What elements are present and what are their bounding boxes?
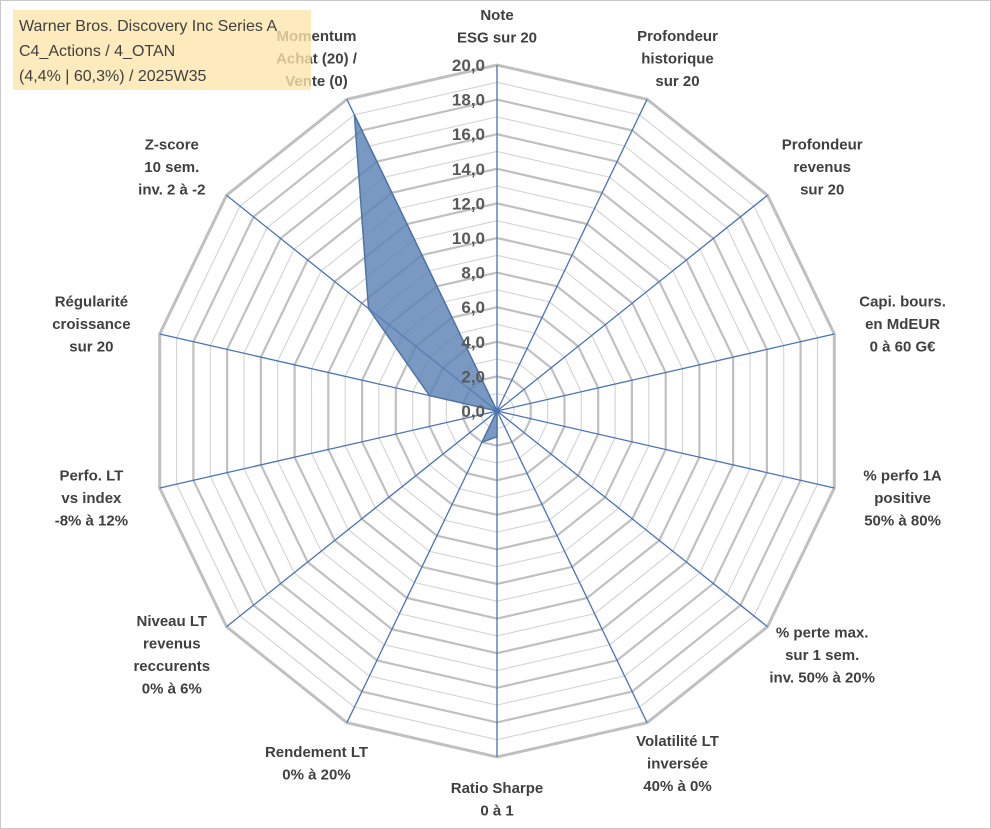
axis-label: Capi. bours. en MdEUR 0 à 60 G€ [859,294,946,356]
axis-label-line: 10 sem. [144,159,199,176]
radar-series [353,114,499,444]
data-point [353,114,356,116]
axis-label: Rendement LT 0% à 20% [265,744,368,784]
axis-label-line: revenus [143,636,201,653]
tick-label: 2,0 [461,367,485,386]
axis-label-line: inv. 2 à -2 [138,182,205,199]
axis-label-line: inversée [647,755,708,772]
axis-label-line: vs index [61,490,122,507]
axis-label-line: sur 1 sem. [785,647,859,664]
data-point [496,410,498,412]
axis-label-line: -8% à 12% [55,513,128,530]
axis-label: Volatilité LT inversée 40% à 0% [636,733,719,795]
axis-label-line: ESG sur 20 [457,30,537,47]
axis-label-line: inv. 50% à 20% [769,669,875,686]
axis-label-line: Niveau LT [137,613,208,630]
tick-label: 12,0 [452,194,485,213]
axis-label-line: 40% à 0% [643,778,711,795]
axis-label-line: en MdEUR [865,316,940,333]
axis-label-line: 0 à 1 [480,803,513,820]
tick-label: 14,0 [452,160,485,179]
tick-label: 16,0 [452,125,485,144]
axis-label-line: sur 20 [655,73,699,90]
axis-label: Perfo. LT vs index -8% à 12% [55,468,128,530]
axis-label: Niveau LT revenus reccurents 0% à 6% [133,613,210,698]
axis-spoke [496,410,768,628]
chart-subtitle-line: (4,4% | 60,3%) / 2025W35 [19,68,207,85]
axis-label-line: % perte max. [776,624,869,641]
axis-label-line: positive [874,490,931,507]
axis-label-line: Volatilité LT [636,733,719,750]
tick-label: 20,0 [452,56,485,75]
axis-label-line: Capi. bours. [859,294,946,311]
axis-label-line: revenus [793,159,851,176]
tick-label: 4,0 [461,333,485,352]
axis-label: Note ESG sur 20 [457,7,537,47]
axis-label-line: Ratio Sharpe [451,780,544,797]
chart-title-line: Warner Bros. Discovery Inc Series A [19,18,278,35]
axis-label-line: Régularité [55,294,128,311]
data-point [428,394,431,397]
axis-label: Régularité croissance sur 20 [52,294,130,356]
axis-spoke [496,99,648,412]
axis-label-line: Profondeur [637,28,718,45]
axis-label: Profondeur revenus sur 20 [782,137,863,199]
axis-spoke [159,410,498,489]
tick-label: 6,0 [461,298,485,317]
axis-label-line: sur 20 [69,339,113,356]
axis-spoke [496,410,648,723]
tick-label: 0,0 [461,402,485,421]
axis-label-line: Rendement LT [265,744,368,761]
axis-spoke [496,410,835,489]
axis-label-line: reccurents [133,658,210,675]
axis-labels: Note ESG sur 20 Profondeur historique sur 20… [52,7,946,820]
axis-label: Z-score 10 sem. inv. 2 à -2 [138,137,205,199]
axis-spoke [496,333,835,412]
axis-label: Profondeur historique sur 20 [637,28,718,90]
axis-spoke [346,410,498,723]
tick-label: 10,0 [452,229,485,248]
axis-label-line: Note [480,7,513,24]
axis-label-line: % perfo 1A [863,468,942,485]
axis-spoke [226,410,498,628]
axis-label: % perte max. sur 1 sem. inv. 50% à 20% [769,624,875,686]
tick-label: 8,0 [461,264,485,283]
axis-spoke [496,194,768,412]
tick-label: 18,0 [452,91,485,110]
axis-label-line: 0% à 6% [142,681,202,698]
axis-label: % perfo 1A positive 50% à 80% [863,468,942,530]
axis-label-line: 0 à 60 G€ [870,339,937,356]
axis-label-line: Z-score [145,137,199,154]
axis-label-line: 0% à 20% [282,767,350,784]
chart-title-box: Warner Bros. Discovery Inc Series A C4_A… [13,10,311,90]
chart-subtitle-line: C4_Actions / 4_OTAN [19,43,176,60]
data-point [367,307,370,310]
data-point [481,441,483,444]
axis-label-line: croissance [52,316,130,333]
series-area [353,114,499,444]
axis-label: Ratio Sharpe 0 à 1 [451,780,544,820]
data-point [496,436,498,438]
axis-label-line: historique [641,51,714,68]
axis-label-line: sur 20 [800,182,844,199]
axis-label-line: Perfo. LT [59,468,123,485]
radial-tick-labels: 0,0 2,0 4,0 6,0 8,0 10,0 12,0 14,0 16,0 18,0 20,0 [452,56,485,421]
axis-label-line: 50% à 80% [864,513,941,530]
axis-label-line: Profondeur [782,137,863,154]
